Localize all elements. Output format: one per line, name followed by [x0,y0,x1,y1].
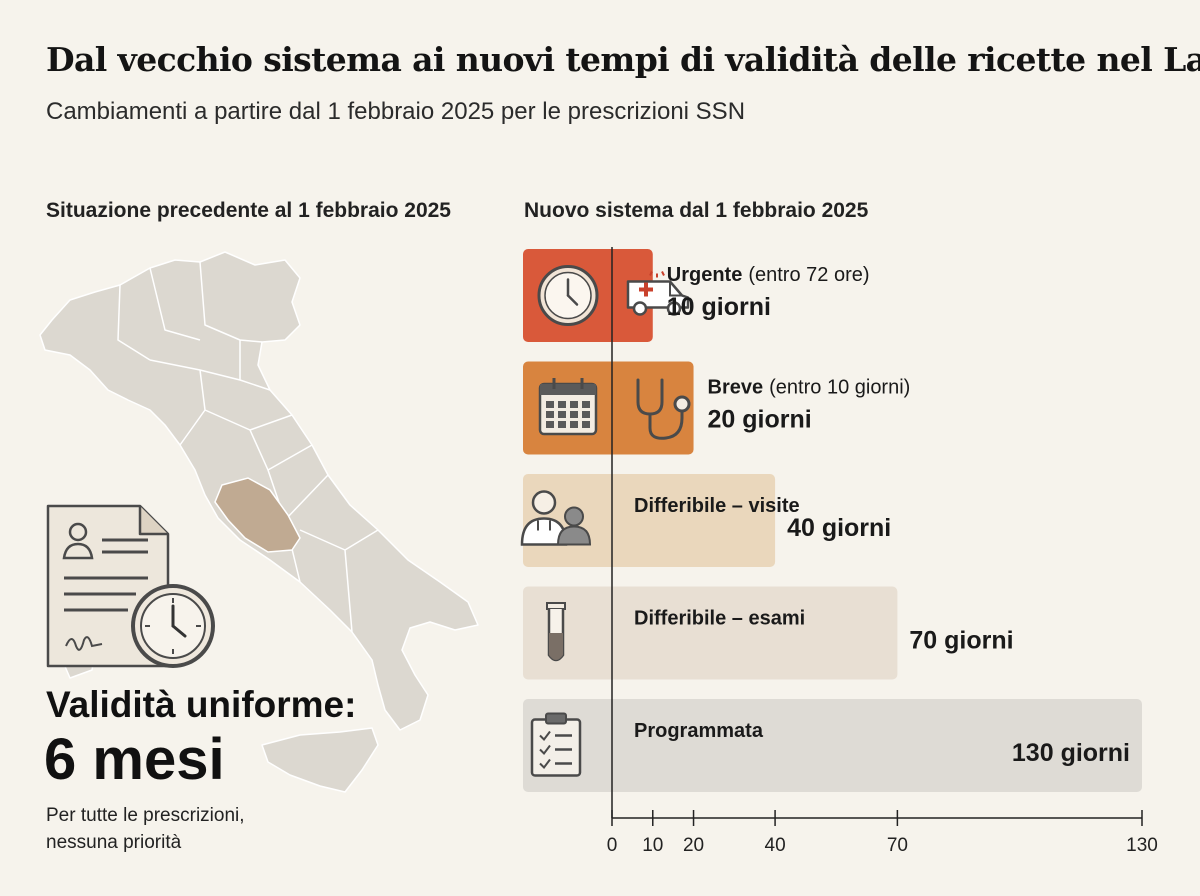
value-label: 40 giorni [787,514,891,542]
doctor-patient-icon [520,490,592,546]
category-label: Breve (entro 10 giorni) [708,377,911,399]
bar [523,586,898,680]
validity-note-line1: Per tutte le prescrizioni, [46,805,245,826]
ambulance-icon [626,271,690,316]
calendar-icon [538,378,598,436]
bar-row: Differibile – esami 70 giorni [523,586,1014,680]
validity-note-line2: nessuna priorità [46,832,182,853]
lazio-region [214,477,301,553]
bar-row: Urgente (entro 72 ore) 10 giorni [523,249,870,342]
clipboard-checklist-icon [530,712,582,777]
right-section-heading: Nuovo sistema dal 1 febbraio 2025 [524,199,869,222]
value-label: 130 giorni [1012,739,1130,767]
validity-note: Per tutte le prescrizioni, nessuna prior… [46,802,306,856]
x-tick-label: 0 [607,835,618,856]
validity-bar-chart: Urgente (entro 72 ore) 10 giorni Breve (entr… [520,247,1158,856]
bar [523,474,776,567]
bar-row: Programmata 130 giorni [523,699,1142,792]
prescription-document-icon [46,504,215,668]
test-tube-icon [546,602,566,662]
clock-icon [537,265,599,326]
bar-row: Breve (entro 10 giorni) 20 giorni [523,361,911,455]
clock-icon [131,584,215,668]
value-label: 70 giorni [909,627,1013,655]
category-label: Programmata [634,720,764,742]
category-label: Differibile – esami [634,608,805,630]
page-subtitle: Cambiamenti a partire dal 1 febbraio 202… [46,98,746,125]
page-title: Dal vecchio sistema ai nuovi tempi di va… [46,40,1200,79]
category-label: Differibile – visite [634,495,800,517]
left-section-heading: Situazione precedente al 1 febbraio 2025 [46,199,451,222]
x-tick-label: 40 [765,835,786,856]
x-tick-label: 20 [683,835,704,856]
x-tick-label: 130 [1126,835,1158,856]
value-label: 20 giorni [708,406,812,434]
validity-label: Validità uniforme: [46,684,357,725]
bar [523,699,1142,792]
category-label: Urgente (entro 72 ore) [667,264,870,286]
validity-value: 6 mesi [44,727,225,792]
x-tick-label: 10 [642,835,663,856]
value-label: 10 giorni [667,293,771,321]
stethoscope-icon [636,378,691,440]
x-tick-label: 70 [887,835,908,856]
